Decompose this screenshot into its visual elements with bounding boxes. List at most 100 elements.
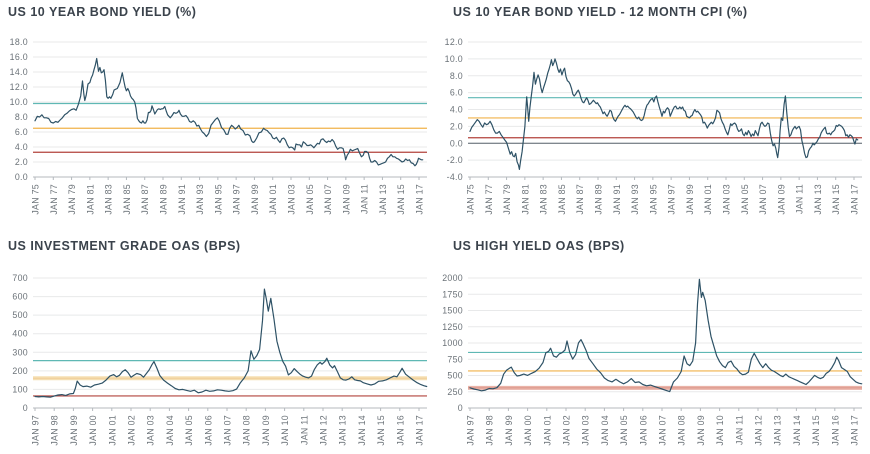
x-tick-label: JAN 17 (415, 415, 425, 446)
x-tick-label: JAN 95 (213, 184, 223, 215)
x-tick-label: JAN 99 (250, 184, 260, 215)
x-tick-label: JAN 07 (658, 415, 668, 446)
y-tick-label: 0.0 (450, 138, 463, 148)
x-tick-label: JAN 01 (542, 415, 552, 446)
x-tick-label: JAN 06 (203, 415, 213, 446)
x-tick-label: JAN 17 (415, 184, 425, 215)
x-tick-label: JAN 03 (287, 184, 297, 215)
x-tick-label: JAN 91 (177, 184, 187, 215)
y-tick-label: 12.0 (445, 37, 463, 47)
x-tick-label: JAN 85 (122, 184, 132, 215)
x-tick-label: JAN 97 (667, 184, 677, 215)
x-tick-label: JAN 99 (504, 415, 514, 446)
y-tick-label: 700 (12, 273, 28, 283)
x-tick-label: JAN 13 (813, 184, 823, 215)
y-tick-label: -2.0 (447, 155, 463, 165)
x-tick-label: JAN 11 (360, 184, 370, 214)
y-tick-label: 10.0 (445, 54, 463, 64)
x-tick-label: JAN 01 (703, 184, 713, 215)
x-tick-label: JAN 98 (485, 415, 495, 446)
x-tick-label: JAN 13 (338, 415, 348, 446)
chart-us-10-year-bond-yield-minus-cpi: US 10 YEAR BOND YIELD - 12 MONTH CPI (%)… (435, 0, 870, 227)
y-tick-label: 100 (12, 384, 28, 394)
y-tick-label: -4.0 (447, 172, 463, 182)
x-tick-label: JAN 16 (830, 415, 840, 446)
x-tick-label: JAN 03 (722, 184, 732, 215)
x-tick-label: JAN 00 (523, 415, 533, 446)
y-tick-label: 400 (12, 329, 28, 339)
y-tick-label: 250 (447, 387, 463, 397)
x-tick-label: JAN 14 (792, 415, 802, 446)
x-tick-label: JAN 02 (127, 415, 137, 446)
data-series-line (34, 288, 428, 398)
y-tick-label: 600 (12, 292, 28, 302)
chart-plot-area: 12.0 10.0 8.0 6.0 4.0 2.0 0.0 -2.0 -4.0 JAN 75 JAN… (435, 0, 870, 227)
y-tick-label: 2.0 (15, 157, 28, 167)
chart-plot-area: 2000 1750 1500 1250 1000 750 500 250 0 JAN 97 JAN … (435, 227, 870, 454)
y-tick-label: 750 (447, 354, 463, 364)
y-tick-label: 8.0 (450, 71, 463, 81)
x-tick-label: JAN 11 (299, 415, 309, 445)
x-tick-label: JAN 79 (502, 184, 512, 215)
y-tick-label: 4.0 (15, 142, 28, 152)
x-tick-label: JAN 75 (31, 184, 41, 215)
data-series-line (34, 57, 424, 167)
x-tick-label: JAN 99 (69, 415, 79, 446)
x-tick-label: JAN 97 (466, 415, 476, 446)
y-tick-label: 16.0 (10, 52, 28, 62)
y-tick-label: 14.0 (10, 67, 28, 77)
x-tick-label: JAN 17 (850, 415, 860, 446)
y-tick-label: 200 (12, 366, 28, 376)
x-tick-label: JAN 97 (31, 415, 41, 446)
y-tick-label: 6.0 (15, 127, 28, 137)
y-tick-label: 1750 (442, 289, 463, 299)
chart-title: US 10 YEAR BOND YIELD - 12 MONTH CPI (%) (453, 5, 748, 19)
y-tick-label: 4.0 (450, 105, 463, 115)
chart-title: US 10 YEAR BOND YIELD (%) (8, 5, 197, 19)
x-tick-label: JAN 08 (242, 415, 252, 446)
y-tick-label: 10.0 (10, 97, 28, 107)
y-tick-label: 0.0 (15, 172, 28, 182)
x-tick-label: JAN 05 (184, 415, 194, 446)
x-tick-label: JAN 05 (305, 184, 315, 215)
x-tick-label: JAN 89 (159, 184, 169, 215)
x-tick-label: JAN 83 (539, 184, 549, 215)
x-tick-label: JAN 75 (466, 184, 476, 215)
x-tick-label: JAN 16 (395, 415, 405, 446)
x-tick-label: JAN 09 (696, 415, 706, 446)
x-tick-label: JAN 10 (280, 415, 290, 446)
x-tick-label: JAN 03 (581, 415, 591, 446)
chart-title: US INVESTMENT GRADE OAS (BPS) (8, 239, 241, 253)
x-tick-label: JAN 81 (520, 184, 530, 215)
x-tick-label: JAN 89 (594, 184, 604, 215)
x-tick-label: JAN 83 (104, 184, 114, 215)
x-tick-label: JAN 00 (88, 415, 98, 446)
x-tick-label: JAN 93 (195, 184, 205, 215)
chart-us-10-year-bond-yield: US 10 YEAR BOND YIELD (%) 18.0 16.0 14.0 12… (0, 0, 435, 227)
x-tick-label: JAN 02 (562, 415, 572, 446)
x-tick-label: JAN 13 (378, 184, 388, 215)
x-tick-label: JAN 87 (140, 184, 150, 215)
x-tick-label: JAN 07 (758, 184, 768, 215)
x-tick-label: JAN 11 (734, 415, 744, 445)
x-tick-label: JAN 87 (575, 184, 585, 215)
x-tick-label: JAN 12 (754, 415, 764, 446)
x-tick-label: JAN 91 (612, 184, 622, 215)
x-tick-label: JAN 09 (776, 184, 786, 215)
x-tick-label: JAN 15 (396, 184, 406, 215)
x-tick-label: JAN 10 (715, 415, 725, 446)
data-series-line (469, 278, 863, 393)
x-tick-label: JAN 05 (619, 415, 629, 446)
x-tick-label: JAN 08 (677, 415, 687, 446)
x-tick-label: JAN 04 (165, 415, 175, 446)
y-tick-label: 1250 (442, 322, 463, 332)
x-tick-label: JAN 98 (50, 415, 60, 446)
y-tick-label: 300 (12, 347, 28, 357)
x-tick-label: JAN 15 (831, 184, 841, 215)
y-tick-label: 8.0 (15, 112, 28, 122)
x-tick-label: JAN 79 (67, 184, 77, 215)
x-tick-label: JAN 06 (638, 415, 648, 446)
